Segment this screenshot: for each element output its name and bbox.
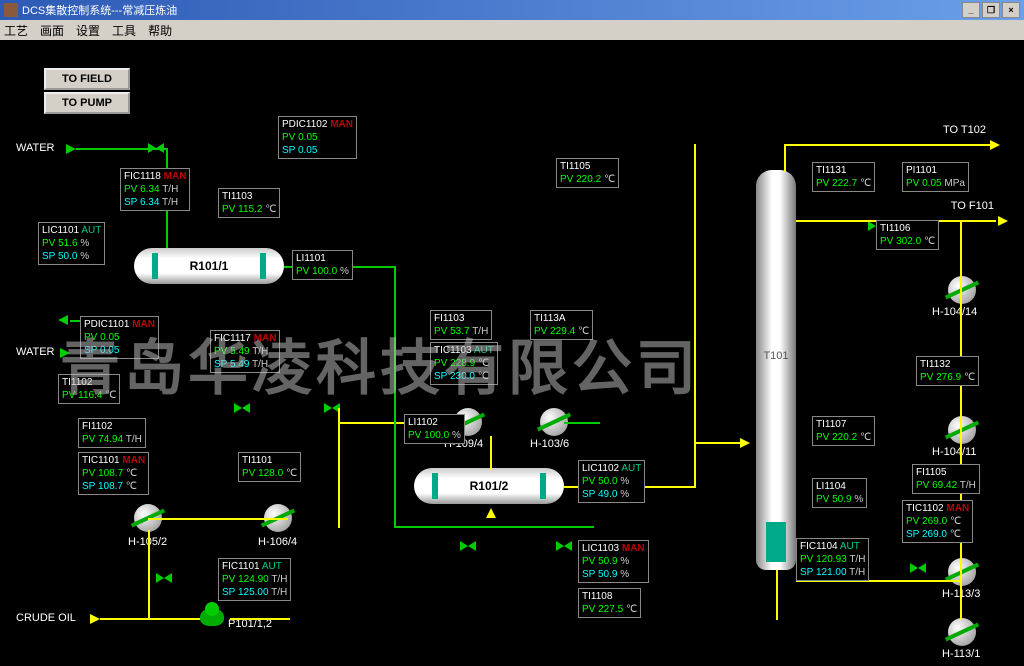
tag-TI1102[interactable]: TI1102 PV 116.4 ℃ xyxy=(58,374,120,404)
to-pump-button[interactable]: TO PUMP xyxy=(44,92,130,114)
vessel-r1011[interactable]: R101/1 xyxy=(134,248,284,284)
tag-TI1131[interactable]: TI1131 PV 222.7 ℃ xyxy=(812,162,875,192)
arrow-icon xyxy=(486,508,496,518)
tag-TI1105[interactable]: TI1105 PV 220.2 ℃ xyxy=(556,158,619,188)
label-to-f101: TO F101 xyxy=(951,200,994,212)
label-water-2: WATER xyxy=(16,346,55,358)
label-crude: CRUDE OIL xyxy=(16,612,76,624)
pump-icon[interactable] xyxy=(200,608,224,626)
valve-icon[interactable] xyxy=(460,538,476,552)
vessel-r1011-label: R101/1 xyxy=(190,259,229,273)
tag-LI1101[interactable]: LI1101 PV 100.0 % xyxy=(292,250,353,280)
tag-LI1104[interactable]: LI1104 PV 50.9 % xyxy=(812,478,867,508)
minimize-button[interactable]: _ xyxy=(962,2,980,18)
tag-TI1101[interactable]: TI1101 PV 128.0 ℃ xyxy=(238,452,301,482)
label-h10411: H-104/11 xyxy=(932,446,976,458)
tag-PDIC1102[interactable]: PDIC1102 MAN PV 0.05 SP 0.05 xyxy=(278,116,357,159)
level-indicator xyxy=(766,522,786,562)
tag-TI1132[interactable]: TI1132 PV 276.9 ℃ xyxy=(916,356,979,386)
tag-TI113A[interactable]: TI113A PV 229.4 ℃ xyxy=(530,310,593,340)
pipe xyxy=(784,144,786,172)
tower-t101[interactable]: T101 xyxy=(756,170,796,570)
tag-TI1106[interactable]: TI1106 PV 302.0 ℃ xyxy=(876,220,939,250)
hx-h10414[interactable] xyxy=(948,276,976,304)
tag-FIC1104[interactable]: FIC1104 AUT PV 120.93 T/H SP 121.00 T/H xyxy=(796,538,869,581)
tag-PI1101[interactable]: PI1101 PV 0.05 MPa xyxy=(902,162,969,192)
tag-LIC1103[interactable]: LIC1103 MAN PV 50.9 % SP 50.9 % xyxy=(578,540,649,583)
pipe xyxy=(694,144,696,488)
maximize-button[interactable]: ❐ xyxy=(982,2,1000,18)
tag-TIC1102[interactable]: TIC1102 MAN PV 269.0 ℃ SP 269.0 ℃ xyxy=(902,500,973,543)
menu-tools[interactable]: 工具 xyxy=(112,22,136,39)
menu-process[interactable]: 工艺 xyxy=(4,22,28,39)
label-water-1: WATER xyxy=(16,142,55,154)
tag-LIC1101[interactable]: LIC1101 AUT PV 51.6 % SP 50.0 % xyxy=(38,222,105,265)
pipe xyxy=(694,442,744,444)
pipe xyxy=(148,530,150,618)
titlebar: DCS集散控制系统---常减压炼油 _ ❐ × xyxy=(0,0,1024,20)
pipe xyxy=(394,526,594,528)
tag-TI1103[interactable]: TI1103 PV 115.2 ℃ xyxy=(218,188,280,218)
vessel-r1012[interactable]: R101/2 xyxy=(414,468,564,504)
pipe xyxy=(100,618,200,620)
arrow-icon xyxy=(90,614,100,624)
pipe xyxy=(564,422,600,424)
pipe xyxy=(338,408,340,528)
label-h1131: H-113/1 xyxy=(942,648,980,660)
arrow-icon xyxy=(998,216,1008,226)
arrow-icon xyxy=(58,315,68,325)
tower-label: T101 xyxy=(756,350,796,362)
tag-TIC1101[interactable]: TIC1101 MAN PV 108.7 ℃ SP 108.7 ℃ xyxy=(78,452,149,495)
pipe xyxy=(490,436,492,470)
tag-TI1108[interactable]: TI1108 PV 227.5 ℃ xyxy=(578,588,641,618)
tag-FIC1117[interactable]: FIC1117 MAN PV 5.49 T/H SP 5.49 T/H xyxy=(210,330,280,373)
pipe xyxy=(784,144,994,146)
valve-icon[interactable] xyxy=(234,400,250,414)
tag-LIC1102[interactable]: LIC1102 AUT PV 50.0 % SP 49.0 % xyxy=(578,460,645,503)
valve-icon[interactable] xyxy=(556,538,572,552)
menu-settings[interactable]: 设置 xyxy=(76,22,100,39)
tag-PDIC1101[interactable]: PDIC1101 MAN PV 0.05 SP 0.05 xyxy=(80,316,159,359)
tag-LI1102[interactable]: LI1102 PV 100.0 % xyxy=(404,414,465,444)
vessel-r1012-label: R101/2 xyxy=(470,479,509,493)
process-canvas: TO FIELD TO PUMP WATER WATER CRUDE OIL P… xyxy=(0,40,1024,666)
pipe xyxy=(230,618,290,620)
label-h10414: H-104/14 xyxy=(932,306,977,318)
pipe xyxy=(394,266,396,526)
valve-icon[interactable] xyxy=(910,560,926,574)
label-h106: H-106/4 xyxy=(258,536,297,548)
tag-TI1107[interactable]: TI1107 PV 220.2 ℃ xyxy=(812,416,875,446)
menu-help[interactable]: 帮助 xyxy=(148,22,172,39)
menu-screen[interactable]: 画面 xyxy=(40,22,64,39)
label-to-t102: TO T102 xyxy=(943,124,986,136)
menubar: 工艺 画面 设置 工具 帮助 xyxy=(0,20,1024,40)
label-h103: H-103/6 xyxy=(530,438,569,450)
tag-FI1105[interactable]: FI1105 PV 69.42 T/H xyxy=(912,464,980,494)
tag-FIC1101[interactable]: FIC1101 AUT PV 124.90 T/H SP 125.00 T/H xyxy=(218,558,291,601)
pipe xyxy=(776,570,778,620)
pipe xyxy=(148,518,288,520)
window-title: DCS集散控制系统---常减压炼油 xyxy=(22,2,177,18)
hx-h1131[interactable] xyxy=(948,618,976,646)
tag-FIC1118[interactable]: FIC1118 MAN PV 6.34 T/H SP 6.34 T/H xyxy=(120,168,190,211)
hx-h10411[interactable] xyxy=(948,416,976,444)
valve-icon[interactable] xyxy=(148,140,164,154)
tag-FI1102[interactable]: FI1102 PV 74.94 T/H xyxy=(78,418,146,448)
tag-TIC1103[interactable]: TIC1103 AUT PV 228.9 ℃ SP 230.0 ℃ xyxy=(430,342,498,385)
valve-icon[interactable] xyxy=(156,570,172,584)
app-icon xyxy=(4,3,18,17)
pipe xyxy=(960,220,962,620)
tag-FI1103[interactable]: FI1103 PV 53.7 T/H xyxy=(430,310,492,340)
arrow-icon xyxy=(66,144,76,154)
arrow-icon xyxy=(60,348,70,358)
to-field-button[interactable]: TO FIELD xyxy=(44,68,130,90)
close-button[interactable]: × xyxy=(1002,2,1020,18)
